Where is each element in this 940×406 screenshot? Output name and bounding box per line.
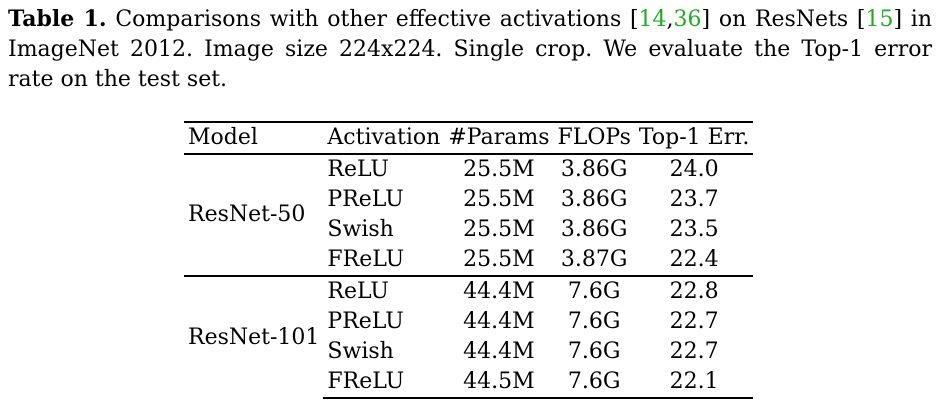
- table-caption: Table 1. Comparisons with other effectiv…: [8, 4, 932, 95]
- params-cell: 44.4M: [463, 339, 535, 364]
- flops-cell: 7.6G: [567, 339, 621, 364]
- top1-error-cell: 22.4: [669, 247, 719, 272]
- activation-cell: ReLU: [323, 275, 445, 307]
- table-row: FReLU 44.5M 7.6G 22.1: [184, 367, 754, 399]
- table-header-row: Model Activation #Params FLOPs Top-1 Err…: [184, 122, 754, 154]
- params-cell: 25.5M: [463, 247, 535, 272]
- top1-error-cell: 23.5: [669, 217, 719, 242]
- table-row: Swish 25.5M 3.86G 23.5: [184, 215, 753, 245]
- table-row: FReLU 25.5M 3.87G 22.4: [184, 245, 753, 276]
- top1-error-cell: 22.7: [669, 339, 719, 364]
- flops-cell: 3.86G: [560, 157, 628, 182]
- flops-cell: 3.86G: [560, 217, 628, 242]
- caption-cite-separator: ,: [666, 7, 674, 32]
- table-group-resnet-101: ResNet-101 ReLU 44.4M 7.6G 22.8 PReLU 44.4M 7.6…: [184, 275, 754, 399]
- table-row: PReLU 25.5M 3.86G 23.7: [184, 185, 753, 215]
- model-name-cell: ResNet-50: [188, 202, 306, 227]
- table-row: Swish 44.4M 7.6G 22.7: [184, 337, 753, 367]
- params-cell: 44.4M: [463, 309, 535, 334]
- activation-cell: FReLU: [327, 247, 405, 272]
- activation-cell: PReLU: [327, 309, 404, 334]
- flops-cell: 3.86G: [560, 187, 628, 212]
- model-name-cell: ResNet-101: [184, 275, 324, 398]
- activation-cell: FReLU: [323, 367, 445, 399]
- params-cell: 44.4M: [444, 275, 554, 307]
- params-cell: 25.5M: [463, 217, 535, 242]
- params-cell: 25.5M: [463, 157, 535, 182]
- citation-link-36[interactable]: 36: [673, 7, 702, 32]
- top1-error-cell: 23.7: [669, 187, 719, 212]
- citation-link-15[interactable]: 15: [865, 7, 894, 32]
- caption-label: Table 1.: [8, 6, 107, 32]
- activation-cell: PReLU: [327, 187, 404, 212]
- params-cell: 44.5M: [444, 367, 554, 399]
- table-row: ResNet-101 ReLU 44.4M 7.6G 22.8: [184, 275, 754, 398]
- top1-error-cell: 22.8: [634, 275, 754, 307]
- header-model: Model: [188, 125, 258, 150]
- table-row: PReLU 44.4M 7.6G 22.7: [184, 307, 753, 337]
- params-cell: 25.5M: [463, 187, 535, 212]
- activation-cell: Swish: [327, 339, 394, 364]
- top1-error-cell: 22.7: [669, 309, 719, 334]
- top1-error-cell: 22.1: [634, 367, 754, 399]
- caption-text-1: Comparisons with other effective activat…: [106, 7, 639, 32]
- caption-text-2: ] on ResNets [: [701, 7, 866, 32]
- header-flops: FLOPs: [557, 125, 631, 150]
- comparison-table: Model Activation #Params FLOPs Top-1 Err…: [184, 121, 754, 399]
- table-group-resnet-50: ResNet-50 ReLU 25.5M 3.86G 24.0 PReLU 25.5M 3.8…: [184, 154, 753, 276]
- flops-cell: 7.6G: [553, 275, 635, 307]
- table-row: ResNet-50 ReLU 25.5M 3.86G 24.0: [184, 154, 753, 227]
- header-params: #Params: [448, 125, 550, 150]
- activation-cell: ReLU: [327, 157, 389, 182]
- citation-link-14[interactable]: 14: [638, 7, 667, 32]
- top1-error-cell: 24.0: [669, 157, 719, 182]
- flops-cell: 7.6G: [553, 367, 635, 399]
- flops-cell: 7.6G: [567, 309, 621, 334]
- flops-cell: 3.87G: [560, 247, 628, 272]
- header-top1: Top-1 Err.: [638, 125, 750, 150]
- caption-text-3: ] in ImageNet 2012. Image size 224x224. …: [8, 7, 933, 92]
- activation-cell: Swish: [327, 217, 394, 242]
- header-activation: Activation: [327, 125, 441, 150]
